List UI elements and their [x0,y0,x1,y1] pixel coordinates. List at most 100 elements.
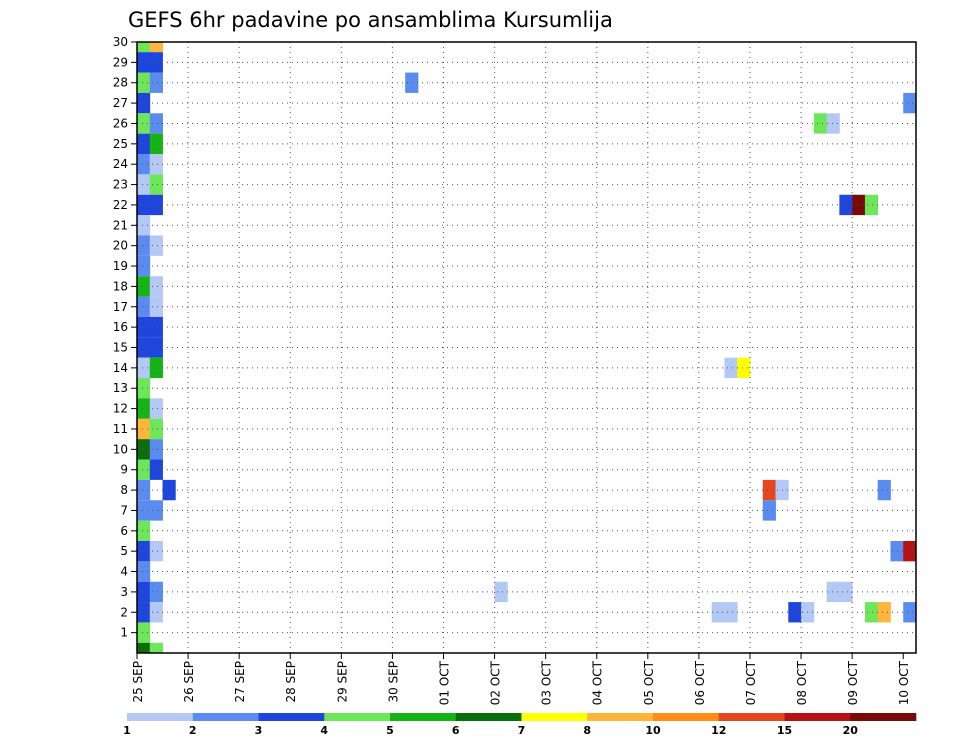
colorbar-label: 5 [386,724,394,737]
data-cell [149,133,163,155]
data-cell [137,520,151,541]
data-cell [724,357,738,379]
data-cell [137,418,151,440]
data-cell [149,439,163,460]
x-tick-label: 09 OCT [846,660,860,705]
y-tick-label: 26 [113,116,128,130]
y-tick-label: 27 [113,96,128,110]
data-cell [149,113,163,134]
data-cell [137,92,151,114]
y-tick-label: 14 [113,361,128,375]
colorbar-segment [521,713,588,721]
data-cell [137,602,151,623]
data-cell [149,296,163,317]
y-tick-label: 3 [120,585,128,599]
colorbar-label: 3 [255,724,263,737]
x-tick-label: 10 OCT [897,660,911,705]
x-tick-label: 28 SEP [284,661,298,703]
data-cell [711,602,725,623]
data-cell [903,602,917,623]
data-cell [137,357,151,379]
data-cell [137,479,151,501]
data-cell [864,194,879,216]
data-cell [149,337,163,358]
data-cell [137,439,151,460]
data-cell [877,602,891,623]
y-tick-label: 29 [113,55,128,69]
y-tick-label: 7 [120,503,128,517]
data-cell [137,194,151,216]
data-cell [405,72,419,93]
x-tick-label: 04 OCT [591,660,605,705]
data-cell [149,235,163,256]
data-cell [149,72,163,93]
y-tick-label: 21 [113,218,128,232]
colorbar-segment [718,713,785,721]
y-tick-label: 30 [113,35,128,49]
chart-title: GEFS 6hr padavine po ansamblima Kursumli… [128,8,613,32]
data-cell [149,52,163,73]
data-cell [839,581,853,603]
data-cell [903,540,917,562]
x-tick-label: 01 OCT [437,660,451,705]
data-cell [149,357,163,379]
y-tick-label: 1 [120,626,128,640]
data-cell [137,255,151,277]
data-cell [864,602,879,623]
data-cell [137,296,151,317]
colorbar-segment [653,713,720,721]
data-cell [149,398,163,419]
data-cell [149,459,163,480]
colorbar-segment [587,713,654,721]
data-cell [149,581,163,603]
x-tick-label: 05 OCT [642,660,656,705]
x-tick-label: 26 SEP [182,661,196,703]
y-tick-label: 25 [113,137,128,151]
x-tick-label: 30 SEP [386,661,400,703]
data-cell [137,52,151,73]
data-cell [149,194,163,216]
data-cell [724,602,738,623]
x-tick-label: 29 SEP [335,661,349,703]
x-tick-label: 25 SEP [131,661,145,703]
data-cell [137,113,151,134]
y-tick-label: 24 [113,157,128,171]
data-cell [149,316,163,338]
y-tick-label: 5 [120,544,128,558]
colorbar-label: 12 [711,724,726,737]
y-tick-label: 2 [120,605,128,619]
colorbar-segment [850,713,917,721]
data-cell [149,642,163,653]
data-cell [137,398,151,419]
data-cell [137,42,151,53]
y-tick-label: 28 [113,76,128,90]
x-tick-label: 27 SEP [233,661,247,703]
colorbar-label: 10 [645,724,661,737]
y-tick-label: 4 [120,565,128,579]
grid [137,42,916,653]
data-cell [788,602,802,623]
y-tick-label: 9 [120,463,128,477]
y-tick-label: 10 [113,442,128,456]
y-tick-label: 11 [113,422,128,436]
data-cell [162,479,176,501]
colorbar-label: 20 [843,724,859,737]
data-cell [137,642,151,653]
data-cell [826,113,840,134]
x-tick-label: 07 OCT [744,660,758,705]
data-cell [137,72,151,93]
x-tick-label: 02 OCT [489,660,503,705]
data-cell [137,235,151,256]
y-tick-label: 17 [113,300,128,314]
colorbar-label: 8 [583,724,591,737]
data-cell [137,622,151,643]
data-cell [813,113,828,134]
data-cell [137,133,151,155]
data-cell [762,500,776,521]
data-cells [137,42,917,653]
colorbar-segment [784,713,851,721]
data-cell [149,42,163,53]
data-cell [149,174,163,195]
data-cell [137,276,151,297]
